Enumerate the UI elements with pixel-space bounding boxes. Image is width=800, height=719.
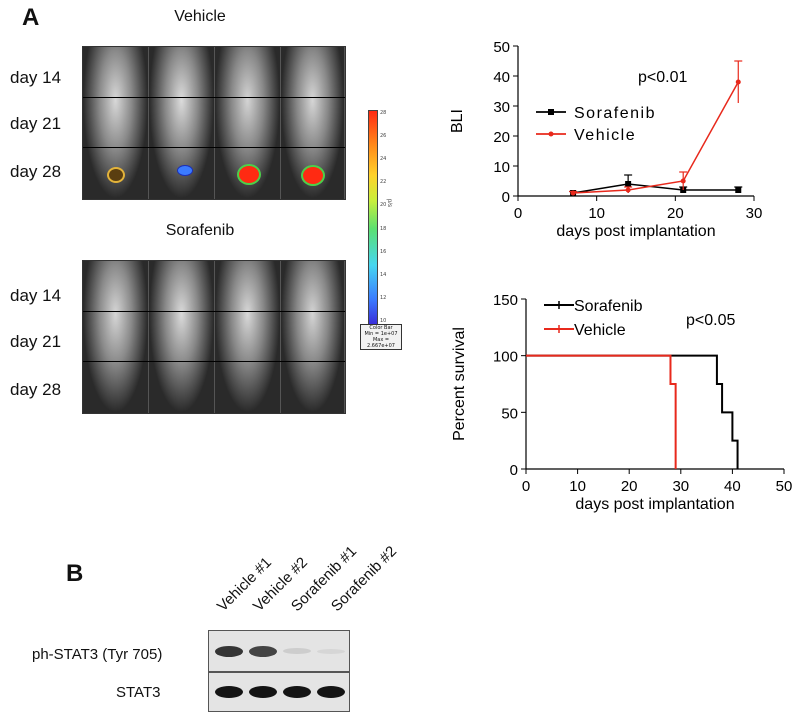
blot-band xyxy=(215,646,243,657)
sorafenib-row-label: day 21 xyxy=(10,332,62,351)
bli-chart: 0 10 20 30 40 50 0 10 20 30 days post implantation… xyxy=(449,39,763,240)
color-bar-legend-box: Color Bar Min = 1e+07 Max = 2.667e+07 xyxy=(360,324,402,350)
signal-blob xyxy=(177,165,193,176)
x-tick-label: 50 xyxy=(776,478,793,495)
blot-band xyxy=(283,648,311,654)
blot-band xyxy=(283,686,311,698)
y-axis-label: BLI xyxy=(449,109,466,133)
blot-band xyxy=(249,686,277,698)
color-bar-box-line: Min = 1e+07 xyxy=(364,331,398,337)
x-tick-label: 40 xyxy=(724,478,741,495)
color-bar-tick: 28 xyxy=(380,110,387,116)
y-axis-label: Percent survival xyxy=(451,327,468,441)
color-bar-tick: 26 xyxy=(380,133,387,140)
color-bar-tick: 12 xyxy=(380,294,387,301)
sorafenib-row-label: day 14 xyxy=(10,286,62,305)
color-bar-box-line: Color Bar xyxy=(369,325,393,331)
blot-row-label: ph-STAT3 (Tyr 705) xyxy=(32,646,163,663)
y-tick-label: 30 xyxy=(493,99,510,116)
blot-row-label: STAT3 xyxy=(116,684,161,701)
color-bar-tick: 24 xyxy=(380,156,387,163)
survival-curve xyxy=(526,354,677,469)
x-tick-label: 10 xyxy=(588,205,605,222)
blot-band xyxy=(317,649,345,654)
survival-curve xyxy=(526,354,739,469)
x-tick-label: 0 xyxy=(514,205,522,222)
survival-chart: 0 50 100 150 0 10 20 30 40 50 days post implantati… xyxy=(451,292,793,513)
signal-blob xyxy=(107,167,125,183)
x-tick-label: 20 xyxy=(621,478,638,495)
vehicle-title: Vehicle xyxy=(174,8,226,25)
data-point xyxy=(625,181,632,187)
color-bar-unit: p/s xyxy=(386,198,393,208)
data-point xyxy=(680,178,686,184)
color-bar-tick: 18 xyxy=(380,225,387,232)
color-bar-tick: 10 xyxy=(380,318,387,324)
y-tick-label: 0 xyxy=(502,189,510,206)
legend-label: Vehicle xyxy=(574,127,636,144)
data-point xyxy=(735,79,741,85)
y-tick-label: 150 xyxy=(493,292,518,309)
series-line xyxy=(573,81,739,194)
vehicle-row-label: day 21 xyxy=(10,114,62,133)
x-tick-label: 20 xyxy=(667,205,684,222)
legend-label: Sorafenib xyxy=(574,298,643,315)
y-tick-label: 10 xyxy=(493,159,510,176)
y-tick-label: 40 xyxy=(493,69,510,86)
blot-panel-stat3 xyxy=(208,672,350,712)
y-tick-label: 50 xyxy=(493,39,510,56)
vehicle-imaging-panel xyxy=(82,46,346,200)
vehicle-row-label: day 14 xyxy=(10,68,62,87)
panel-b-label: B xyxy=(66,560,84,587)
color-bar-tick: 22 xyxy=(380,179,387,186)
data-point xyxy=(625,187,631,193)
data-point xyxy=(570,190,576,196)
legend-label: Vehicle xyxy=(574,322,626,339)
color-bar-box-line: Max = 2.667e+07 xyxy=(367,337,395,349)
color-bar-tick: 16 xyxy=(380,248,387,255)
data-point xyxy=(735,187,742,193)
y-tick-label: 0 xyxy=(510,462,518,479)
series-line xyxy=(572,183,739,194)
signal-blob xyxy=(301,165,325,186)
sorafenib-imaging-panel xyxy=(82,260,346,414)
blot-panel-phstat3 xyxy=(208,630,350,672)
legend-marker xyxy=(548,131,554,137)
x-tick-label: 30 xyxy=(746,205,763,222)
color-bar-tick: 14 xyxy=(380,271,387,278)
p-value-annotation: p<0.05 xyxy=(686,312,735,329)
panel-a-label: A xyxy=(22,4,40,31)
legend-label: Sorafenib xyxy=(574,105,656,122)
sorafenib-row-label: day 28 xyxy=(10,380,62,399)
color-bar-tick: 20 xyxy=(380,202,387,209)
y-tick-label: 20 xyxy=(493,129,510,146)
x-tick-label: 10 xyxy=(569,478,586,495)
vehicle-row-label: day 28 xyxy=(10,162,62,181)
blot-band xyxy=(249,646,277,657)
x-axis-label: days post implantation xyxy=(556,223,715,240)
x-tick-label: 30 xyxy=(672,478,689,495)
blot-band xyxy=(317,686,345,698)
signal-blob xyxy=(237,164,261,185)
legend-marker xyxy=(548,109,554,115)
p-value-annotation: p<0.01 xyxy=(638,69,687,86)
y-tick-label: 50 xyxy=(501,405,518,422)
x-axis-label: days post implantation xyxy=(575,496,734,513)
sorafenib-title: Sorafenib xyxy=(165,222,235,239)
x-tick-label: 0 xyxy=(522,478,530,495)
color-bar xyxy=(368,110,378,326)
color-bar-ticks: 28 26 24 22 20 18 16 14 12 10 xyxy=(380,110,396,324)
y-tick-label: 100 xyxy=(493,349,518,366)
blot-band xyxy=(215,686,243,698)
